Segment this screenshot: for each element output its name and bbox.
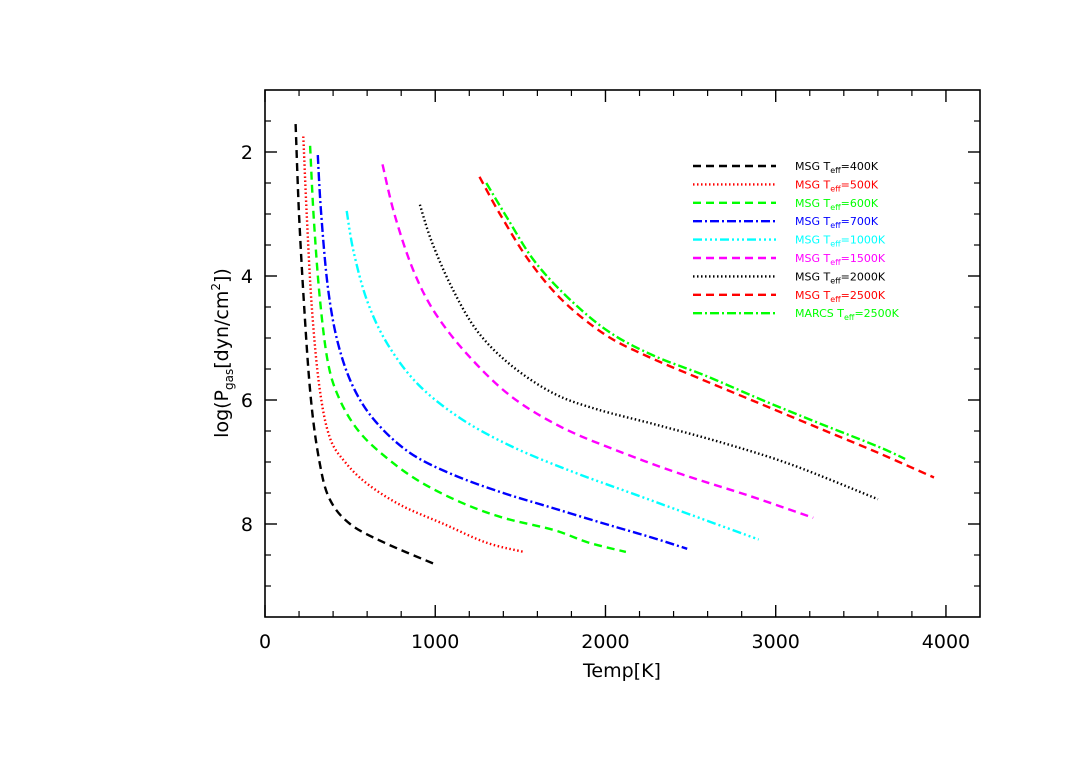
legend-label-post: =2000K (841, 270, 886, 283)
legend-label-post: =1500K (841, 252, 886, 265)
x-tick-label-1: 1000 (411, 631, 459, 653)
x-tick-label-2: 2000 (581, 631, 629, 653)
legend-label-3: MSG Teff=700K (795, 215, 879, 230)
y-title-mid: [dyn/cm (211, 291, 233, 369)
series-line-6 (418, 204, 879, 501)
legend-label-pre: MSG T (795, 215, 830, 228)
legend-label-6: MSG Teff=2000K (795, 270, 886, 285)
series-line-1 (302, 136, 525, 554)
legend-label-pre: MSG T (795, 197, 830, 210)
legend-label-post: =1000K (841, 234, 886, 247)
legend-label-pre: MSG T (795, 289, 830, 302)
legend-label-sub: eff (830, 184, 841, 193)
legend-label-post: =2500K (854, 307, 899, 320)
y-title-pre: log(P (211, 390, 233, 438)
legend-label-post: =700K (841, 215, 879, 228)
y-axis-title: log(Pgas[dyn/cm2]) (209, 268, 236, 438)
y-tick-label-0: 2 (241, 142, 253, 164)
legend-label-post: =400K (841, 160, 879, 173)
legend-label-4: MSG Teff=1000K (795, 234, 886, 249)
legend-label-sub: eff (830, 258, 841, 267)
legend-label-pre: MSG T (795, 160, 830, 173)
y-title-post: ]) (211, 268, 233, 283)
legend-label-sub: eff (844, 313, 855, 322)
legend-label-post: =500K (841, 178, 879, 191)
x-axis-title: Temp[K] (582, 660, 661, 682)
series-line-0 (294, 124, 436, 566)
y-tick-label-2: 6 (241, 390, 253, 412)
series-line-5 (381, 164, 814, 519)
legend-label-sub: eff (830, 221, 841, 230)
legend-label-8: MARCS Teff=2500K (795, 307, 900, 322)
legend-label-pre: MSG T (795, 252, 830, 265)
legend-label-post: =600K (841, 197, 879, 210)
x-tick-label-0: 0 (259, 631, 271, 653)
y-title-sub: gas (222, 369, 236, 390)
legend-label-sub: eff (830, 166, 841, 175)
legend-label-1: MSG Teff=500K (795, 178, 879, 193)
legend-label-pre: MSG T (795, 234, 830, 247)
plot-frame (264, 89, 981, 618)
series-line-2 (308, 145, 627, 554)
legend-label-2: MSG Teff=600K (795, 197, 879, 212)
x-tick-label-4: 4000 (922, 631, 970, 653)
y-tick-label-1: 4 (241, 266, 253, 288)
series-line-8 (485, 182, 906, 460)
series-line-4 (345, 210, 760, 541)
legend-label-post: =2500K (841, 289, 886, 302)
y-title-sup: 2 (209, 283, 223, 291)
legend-label-sub: eff (830, 276, 841, 285)
legend-label-sub: eff (830, 240, 841, 249)
series-line-7 (478, 176, 935, 479)
series-line-3 (316, 155, 688, 550)
x-tick-label-3: 3000 (752, 631, 800, 653)
legend-label-sub: eff (830, 203, 841, 212)
y-tick-label-3: 8 (241, 514, 253, 536)
legend-label-5: MSG Teff=1500K (795, 252, 886, 267)
axis-ticks: 0 1000 2000 3000 4000 2 4 6 8 (241, 90, 980, 653)
legend-label-pre: MARCS T (795, 307, 844, 320)
series-layer (294, 124, 935, 566)
legend-label-pre: MSG T (795, 270, 830, 283)
legend-label-7: MSG Teff=2500K (795, 289, 886, 304)
legend-label-sub: eff (830, 295, 841, 304)
legend-label-pre: MSG T (795, 178, 830, 191)
legend-label-0: MSG Teff=400K (795, 160, 879, 175)
